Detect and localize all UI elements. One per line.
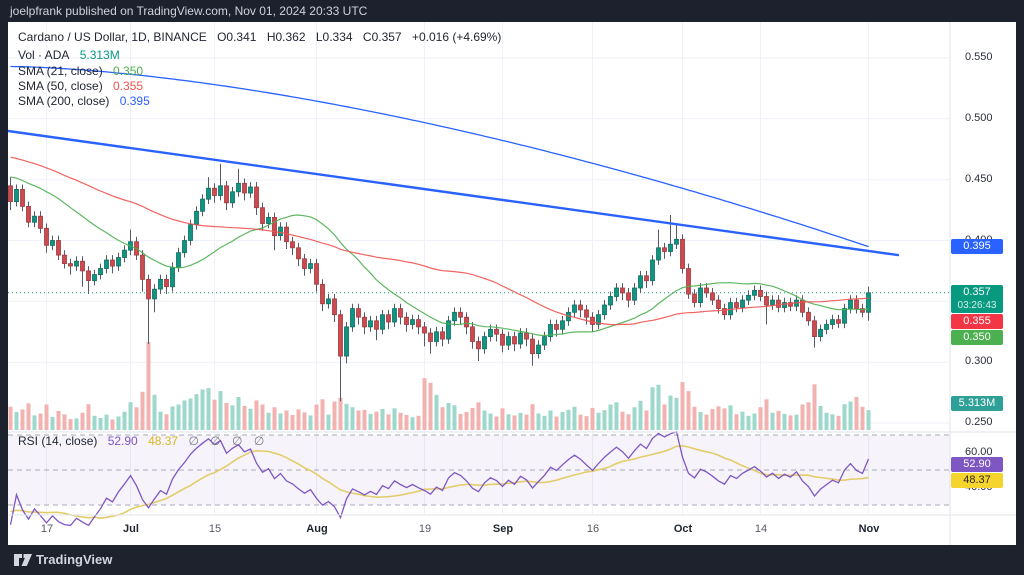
rsi-value-badge: 52.90: [951, 457, 1003, 472]
sma200-value: 0.395: [119, 94, 150, 108]
tradingview-logo-icon: [14, 554, 32, 566]
time-axis-tick: 16: [586, 523, 600, 535]
time-axis-tick: 19: [418, 523, 432, 535]
volume-label: Vol · ADA: [18, 48, 70, 62]
sma21-price-badge: 0.350: [951, 330, 1003, 345]
price-axis-label: 0.450: [965, 173, 993, 185]
rsi-ma-value: 48.37: [148, 434, 179, 448]
time-axis-tick: Aug: [306, 523, 328, 535]
sma200-price-badge: 0.395: [951, 239, 1003, 254]
time-axis-tick: 15: [208, 523, 222, 535]
price-axis-label: 0.500: [965, 112, 993, 124]
publish-status-bar: joelpfrank published on TradingView.com,…: [0, 0, 1024, 22]
symbol-title: Cardano / US Dollar, 1D, BINANCE: [18, 30, 207, 44]
volume-badge: 5.313M: [951, 396, 1003, 411]
price-axis-label: 0.250: [965, 416, 993, 428]
time-axis-tick: 17: [40, 523, 54, 535]
sma21-value: 0.350: [113, 64, 144, 78]
volume-value: 5.313M: [79, 48, 120, 62]
price-axis-label: 0.300: [965, 355, 993, 367]
symbol-legend-row: Cardano / US Dollar, 1D, BINANCE O0.341 …: [18, 30, 508, 44]
publish-info: joelpfrank published on TradingView.com,…: [10, 4, 368, 18]
time-axis-tick: Sep: [492, 523, 514, 535]
rsi-ma-badge: 48.37: [951, 473, 1003, 488]
sma21-legend-row: SMA (21, close) 0.350: [18, 64, 150, 78]
ohlc-high: H0.362: [266, 30, 306, 44]
time-axis-tick: Jul: [123, 523, 139, 535]
bar-countdown: 03:26:43: [957, 300, 997, 311]
rsi-empty-slots: ∅ ∅ ∅ ∅: [188, 434, 269, 448]
sma200-legend-row: SMA (200, close) 0.395: [18, 94, 157, 108]
sma50-value: 0.355: [113, 79, 144, 93]
price-chart-canvas[interactable]: [8, 22, 1016, 545]
time-axis-tick: Oct: [673, 523, 693, 535]
chart-panel[interactable]: Cardano / US Dollar, 1D, BINANCE O0.341 …: [8, 22, 1016, 545]
time-axis-tick: 14: [754, 523, 768, 535]
ohlc-open: O0.341: [217, 30, 257, 44]
ohlc-low: L0.334: [315, 30, 353, 44]
sma21-label: SMA (21, close): [18, 64, 103, 78]
ohlc-close: C0.357: [362, 30, 402, 44]
sma50-label: SMA (50, close): [18, 79, 103, 93]
sma50-price-badge: 0.355: [951, 314, 1003, 329]
tradingview-brand: TradingView: [36, 552, 113, 567]
rsi-legend-row: RSI (14, close) 52.90 48.37 ∅ ∅ ∅ ∅: [18, 434, 275, 448]
price-change: +0.016 (+4.69%): [411, 30, 502, 44]
price-axis-label: 0.550: [965, 51, 993, 63]
volume-legend-row: Vol · ADA 5.313M: [18, 48, 127, 62]
rsi-value: 52.90: [107, 434, 138, 448]
footer-bar: TradingView: [0, 545, 1024, 575]
last-price-badge: 0.357 03:26:43: [951, 285, 1003, 313]
rsi-label: RSI (14, close): [18, 434, 98, 448]
time-axis-tick: Nov: [858, 523, 880, 535]
sma200-label: SMA (200, close): [18, 94, 110, 108]
sma50-legend-row: SMA (50, close) 0.355: [18, 79, 150, 93]
rsi-axis-label: 60.00: [965, 446, 993, 458]
